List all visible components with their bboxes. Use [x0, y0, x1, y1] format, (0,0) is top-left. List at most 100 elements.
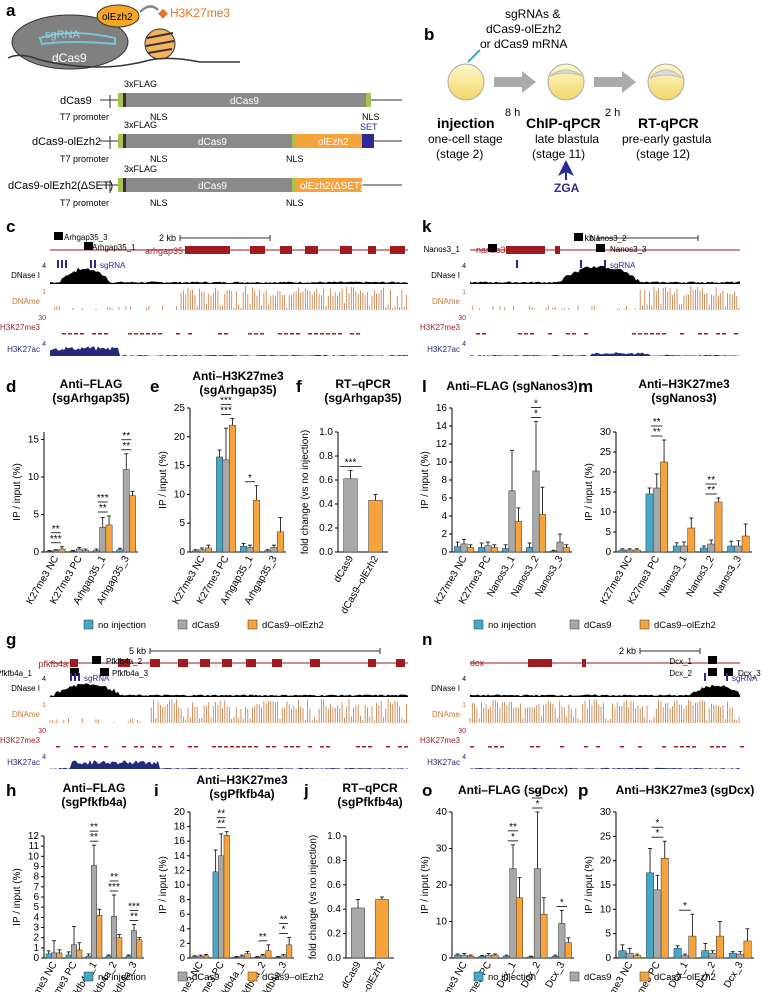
significance-mark: * [655, 828, 659, 839]
svg-text:dCas9: dCas9 [192, 620, 219, 631]
h3k27me3-track [62, 333, 360, 335]
panel-label-b: b [424, 25, 434, 44]
bar-m-3-1 [707, 543, 716, 553]
chart-subtitle: (sgArhgap35) [52, 391, 129, 405]
bar-h-0-2 [56, 952, 63, 959]
y-tick-label: 5 [605, 527, 611, 538]
methylation-arrow-icon [139, 5, 159, 13]
y-tick-label: 8 [179, 895, 185, 906]
y-axis-label: IP / input (%) [158, 856, 169, 914]
dname-track [54, 286, 407, 310]
svg-text:dCas9–olEzh2: dCas9–olEzh2 [262, 620, 324, 631]
bar-e-0-1 [198, 549, 206, 553]
y-tick-label: 12 [174, 865, 186, 876]
svg-text:pre-early gastula: pre-early gastula [622, 132, 712, 146]
bar-p-0-2 [633, 955, 642, 959]
y-tick-label: 14 [174, 851, 186, 862]
y-tick-label: 20 [600, 856, 612, 867]
y-tick-label: 1 [33, 943, 39, 954]
chart-d: Anti–FLAG(sgArhgap35) 0 5 10 15 IP / input (%… [12, 377, 138, 607]
panel-label-o: o [422, 781, 432, 800]
y-tick-label: 2 [33, 933, 39, 944]
gene-exon [118, 659, 130, 667]
gene-exon [396, 659, 405, 667]
bar-f-1-0 [368, 500, 383, 553]
bar-d-0-0 [46, 551, 53, 553]
significance-mark: *** [128, 901, 140, 912]
bar-o-1-1 [485, 954, 493, 959]
svg-text:injection: injection [437, 115, 495, 131]
y-tick-label: 15 [28, 435, 40, 446]
legend-2: no injection dCas9 dCas9–olEzh2 [473, 619, 716, 631]
bar-d-3-0 [116, 549, 124, 553]
y-tick-label: 0.0 [319, 547, 333, 558]
y-tick-label: 15 [600, 880, 612, 891]
chart-f: RT–qPCR(sgArhgap35) 0.0 0.2 0.4 0.6 0.8 1.0 fol… [300, 377, 402, 616]
bar-m-4-0 [727, 545, 736, 553]
construct-dcas9-olezh2: dCas9-olEzh2 dCas9 olEzh2 SET 3xFLAG T7 … [32, 120, 402, 164]
chart-title: Anti–FLAG (sgNanos3) [446, 379, 577, 393]
bar-j-1-0 [375, 899, 389, 959]
scale-bar-label: 1 kb [577, 233, 594, 243]
bar-p-1-1 [653, 889, 662, 959]
significance-mark: * [683, 901, 687, 912]
svg-text:4: 4 [462, 754, 466, 761]
track-label: DNase I [11, 271, 40, 280]
h3k27ac-signal [470, 767, 740, 769]
y-tick-label: 25 [600, 831, 612, 842]
scale-bar-label: 2 kb [619, 646, 636, 656]
chart-j: RT–qPCR(sgPfkfb4a) 0.0 0.2 0.4 0.6 0.8 1.0 fold… [308, 781, 403, 992]
dnase-signal [470, 684, 740, 697]
bar-e-1-0 [216, 456, 224, 553]
bar-o-4-0 [551, 955, 559, 959]
y-tick-label: 5 [605, 929, 611, 940]
track-label: H3K27me3 [420, 323, 461, 332]
y-tick-label: 14 [436, 421, 448, 432]
h3k27me3-track [470, 746, 744, 748]
gene-exon [582, 659, 586, 667]
y-tick-label: 4 [179, 924, 185, 935]
chart-subtitle: (sgArhgap35) [324, 391, 401, 405]
chart-subtitle: (sgPfkfb4a) [61, 795, 126, 809]
bar-o-3-0 [527, 956, 535, 959]
primer-label: Pfkfb4a_3 [112, 669, 149, 678]
bar-p-3-1 [708, 952, 717, 959]
bar-m-3-2 [714, 501, 723, 553]
svg-text:1: 1 [42, 702, 46, 709]
track-label: H3K27me3 [0, 323, 41, 332]
bar-m-2-0 [672, 545, 681, 553]
svg-text:or dCas9 mRNA: or dCas9 mRNA [480, 37, 567, 51]
track-label: DNase I [431, 684, 460, 693]
y-tick-label: 10 [436, 917, 448, 928]
gene-exon [200, 659, 210, 667]
bar-p-3-0 [701, 950, 710, 959]
bar-p-1-0 [646, 872, 654, 959]
svg-text:4: 4 [462, 676, 466, 683]
svg-text:no injection: no injection [488, 972, 536, 983]
svg-text:1: 1 [42, 289, 46, 296]
y-tick-label: 40 [436, 807, 448, 818]
y-tick-label: 12 [28, 831, 40, 842]
svg-text:one-cell stage: one-cell stage [428, 132, 503, 146]
y-tick-label: 10 [28, 851, 40, 862]
bar-d-1-2 [82, 550, 89, 553]
bar-o-4-2 [564, 942, 572, 959]
sgrna-shape [38, 32, 116, 46]
bar-h-4-0 [125, 955, 132, 959]
legend-1: no injection dCas9 dCas9–olEzh2 [83, 619, 324, 631]
egg-stage12-shape [647, 63, 685, 101]
egg-stage2-shape [447, 63, 485, 101]
svg-text:dCas9: dCas9 [198, 137, 227, 148]
y-tick-label: 20 [174, 807, 186, 818]
bar-i-2-2 [244, 953, 251, 959]
bar-o-0-2 [467, 955, 475, 959]
panel-label-e: e [150, 377, 159, 396]
primer-box [488, 244, 497, 252]
y-tick-label: 0 [441, 953, 447, 964]
dname-track [471, 286, 740, 310]
bar-p-4-0 [728, 952, 737, 959]
y-tick-label: 10 [600, 507, 612, 518]
chart-title: RT–qPCR [335, 377, 391, 391]
